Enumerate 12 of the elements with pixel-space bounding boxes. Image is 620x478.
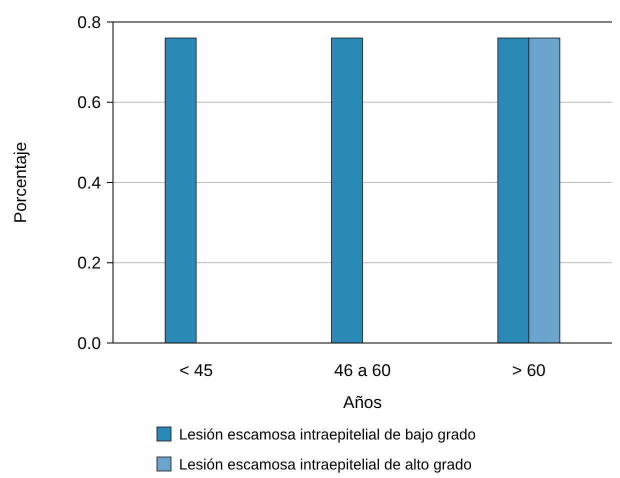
y-axis-title: Porcentaje [11, 142, 30, 224]
x-tick-label: < 45 [179, 361, 213, 380]
y-tick-label: 0.0 [77, 334, 101, 353]
legend-label: Lesión escamosa intraepitelial de alto grado [179, 456, 472, 474]
x-axis-title: Años [343, 393, 382, 412]
x-tick-label: 46 a 60 [334, 361, 391, 380]
legend-label: Lesión escamosa intraepitelial de bajo grado [179, 426, 476, 444]
y-tick-label: 0.2 [77, 254, 101, 273]
y-tick-label: 0.8 [77, 12, 101, 32]
y-tick-label: 0.6 [77, 93, 101, 112]
x-tick-label: > 60 [512, 361, 546, 380]
y-tick-label: 0.4 [77, 173, 101, 192]
